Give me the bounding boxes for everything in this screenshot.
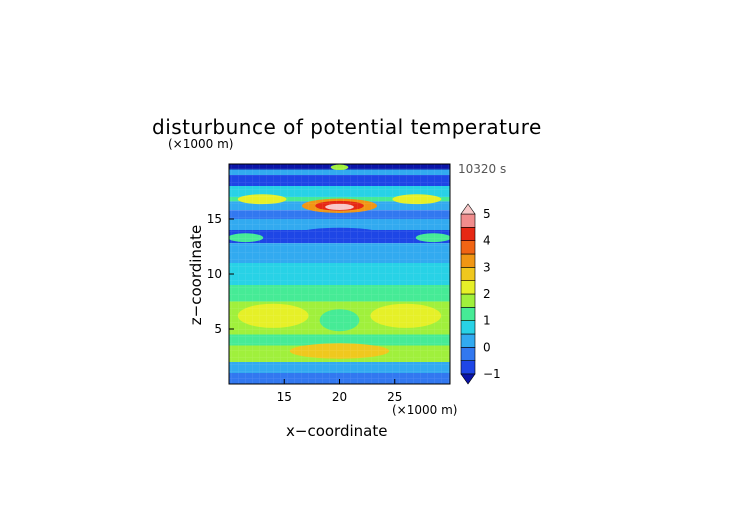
colorbar-level-8 xyxy=(460,253,476,268)
colorbar-level-5 xyxy=(460,293,476,308)
colorbar-level-9 xyxy=(460,240,476,255)
y-tick-label-1: 10 xyxy=(207,267,222,281)
colorbar-min-arrow xyxy=(460,373,476,385)
x-tick-label-1: 20 xyxy=(332,390,347,404)
colorbar-tick-label-6: 5 xyxy=(483,207,491,221)
colorbar-level-7 xyxy=(460,267,476,281)
y-axis-unit: (×1000 m) xyxy=(168,137,234,151)
colorbar-tick-label-4: 3 xyxy=(483,260,491,274)
colorbar-level-6 xyxy=(460,280,476,295)
colorbar-tick-label-3: 2 xyxy=(483,287,491,301)
time-label: 10320 s xyxy=(458,162,507,176)
x-axis-label: x−coordinate xyxy=(286,422,388,440)
colorbar-level-4 xyxy=(460,307,476,321)
colorbar-level-1 xyxy=(460,347,476,361)
colorbar: −1 0 1 2 3 4 5 xyxy=(460,203,501,385)
y-tick-label-2: 15 xyxy=(207,212,222,226)
colorbar-level-0 xyxy=(460,360,476,375)
colorbar-level-3 xyxy=(460,320,476,335)
colorbar-tick-label-5: 4 xyxy=(483,234,491,248)
chart-title: disturbunce of potential temperature xyxy=(152,115,542,139)
colorbar-level-10 xyxy=(460,227,476,241)
x-tick-label-0: 15 xyxy=(277,390,292,404)
colorbar-tick-label-0: −1 xyxy=(483,367,501,381)
colorbar-max-arrow xyxy=(460,203,476,215)
colorbar-tick-label-1: 0 xyxy=(483,340,491,354)
colorbar-level-11 xyxy=(460,213,476,228)
x-tick-label-2: 25 xyxy=(387,390,402,404)
colorbar-tick-label-2: 1 xyxy=(483,314,491,328)
colorbar-level-2 xyxy=(460,333,476,348)
grid-overlay xyxy=(229,164,450,384)
axis-ticks: 15 20 25 5 10 15 xyxy=(207,212,403,404)
x-axis-unit: (×1000 m) xyxy=(392,403,458,417)
y-tick-label-0: 5 xyxy=(214,322,222,336)
